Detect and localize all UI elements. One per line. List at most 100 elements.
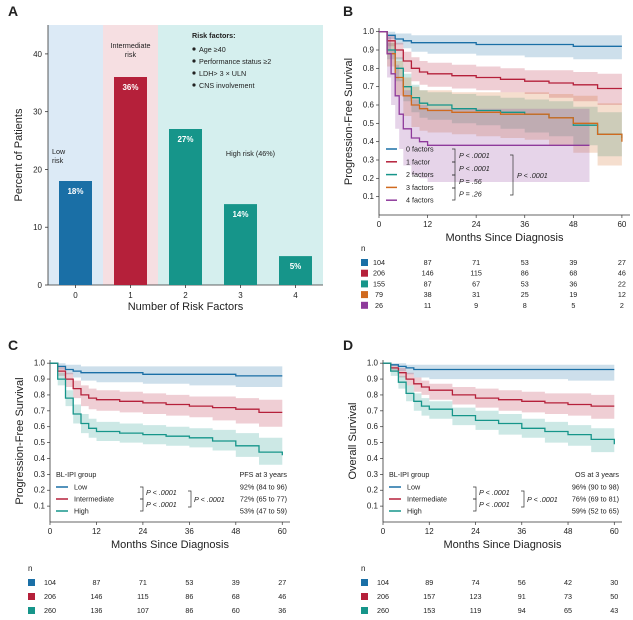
risk-table-cell: 119 — [470, 606, 481, 615]
risk-table-swatch — [361, 593, 368, 600]
risk-table-cell: 146 — [422, 269, 434, 278]
risk-table-cell: 115 — [470, 269, 481, 278]
risk-table-swatch — [28, 593, 35, 600]
legend-title: BL-IPI group — [389, 470, 429, 479]
y-tick-label: 0.7 — [34, 406, 46, 415]
bullet-dot — [192, 47, 196, 51]
y-tick-label: 1.0 — [363, 27, 375, 36]
risk-table-swatch — [361, 259, 368, 266]
pvalue-label: P < .0001 — [479, 500, 510, 509]
km-curve-0-factors — [379, 31, 622, 47]
low-risk-label: Low — [52, 147, 66, 156]
risk-table-cell: 123 — [470, 592, 482, 601]
km-curve-high — [50, 362, 283, 456]
risk-table-swatch — [28, 579, 35, 586]
ci-band-0-factors — [379, 31, 622, 60]
risk-table-cell: 91 — [518, 592, 526, 601]
risk-table-cell: 53 — [521, 258, 529, 267]
x-tick-label: 36 — [185, 527, 194, 536]
km-curve-intermediate — [50, 362, 283, 414]
bullet-dot — [192, 83, 196, 87]
risk-table-cell: 50 — [610, 592, 618, 601]
risk-table-cell: 5 — [571, 301, 575, 310]
risk-factor-item: Age ≥40 — [199, 45, 226, 54]
legend-label: 3 factors — [406, 183, 434, 192]
risk-table-cell: 87 — [92, 578, 100, 587]
x-tick-label: 60 — [278, 527, 287, 536]
y-tick-label: 1.0 — [34, 359, 46, 368]
x-tick-label: 3 — [238, 291, 243, 300]
risk-table-header: n — [361, 244, 365, 253]
y-tick-label: 0.6 — [367, 422, 379, 431]
risk-factor-item: CNS involvement — [199, 81, 255, 90]
risk-factor-item: Performance status ≥2 — [199, 57, 271, 66]
summary-value: 59% (52 to 65) — [572, 507, 619, 516]
y-tick-label: 0.4 — [367, 454, 379, 463]
panel-b: B 0.1 0.2 0.3 0.4 0.5 0.6 0.7 0.8 0.9 1.0 0 12 24 36 4… — [343, 3, 630, 310]
y-tick-label: 0.8 — [363, 64, 375, 73]
risk-table-cell: 25 — [521, 290, 529, 299]
risk-table-cell: 67 — [472, 279, 480, 288]
risk-table-cell: 9 — [474, 301, 478, 310]
low-risk-label: risk — [52, 156, 64, 165]
summary-header: PFS at 3 years — [239, 470, 287, 479]
risk-table-cell: 46 — [618, 269, 626, 278]
x-tick-label: 0 — [377, 220, 382, 229]
risk-table-cell: 26 — [375, 301, 383, 310]
bar-3 — [224, 204, 257, 285]
risk-table-cell: 74 — [472, 578, 480, 587]
ci-band-high — [383, 363, 615, 457]
risk-table-cell: 12 — [618, 290, 626, 299]
bullet-dot — [192, 71, 196, 75]
x-tick-label: 0 — [73, 291, 78, 300]
risk-table-cell: 60 — [232, 606, 240, 615]
risk-factor-item: LDH> 3 × ULN — [199, 69, 246, 78]
risk-table-cell: 42 — [564, 578, 572, 587]
x-tick-label: 48 — [564, 527, 573, 536]
risk-table-cell: 43 — [610, 606, 618, 615]
x-tick-label: 48 — [569, 220, 578, 229]
risk-table-cell: 71 — [139, 578, 147, 587]
ci-band-low — [50, 363, 283, 387]
risk-table-cell: 46 — [278, 592, 286, 601]
y-tick-label: 0.9 — [367, 375, 379, 384]
ci-band-high — [50, 363, 283, 470]
risk-table-cell: 22 — [618, 279, 626, 288]
risk-table-cell: 104 — [377, 578, 389, 587]
risk-table-cell: 36 — [278, 606, 286, 615]
risk-table-cell: 86 — [521, 269, 529, 278]
pvalue-label: P = .56 — [459, 177, 482, 186]
risk-table-cell: 260 — [44, 606, 56, 615]
km-curve-3-factors — [379, 31, 623, 142]
risk-table-swatch — [361, 291, 368, 299]
risk-factors-title: Risk factors: — [192, 31, 236, 40]
y-tick-label: 0.7 — [367, 406, 379, 415]
x-tick-label: 12 — [423, 220, 432, 229]
bar-value-label: 36% — [122, 83, 138, 92]
y-tick-label: 0.2 — [367, 486, 379, 495]
risk-table-cell: 65 — [564, 606, 572, 615]
risk-table-cell: 115 — [137, 592, 148, 601]
legend-label: 1 factor — [406, 157, 431, 166]
risk-table-header: n — [361, 564, 365, 573]
risk-table-cell: 87 — [424, 279, 432, 288]
risk-table-cell: 31 — [472, 290, 480, 299]
x-tick-label: 0 — [381, 527, 386, 536]
risk-table-cell: 8 — [523, 301, 527, 310]
risk-table-cell: 39 — [232, 578, 240, 587]
y-tick-label: 0.8 — [34, 390, 46, 399]
summary-value: 96% (90 to 98) — [572, 483, 619, 492]
y-tick-label: 0.1 — [363, 192, 375, 201]
pvalue-label: P < .0001 — [146, 500, 177, 509]
legend-title: BL-IPI group — [56, 470, 96, 479]
panel-a: A 0 10 20 30 40 18% 0 36% 1 27% 2 14% 3 5% 4 Number of … — [8, 3, 323, 313]
x-tick-label: 36 — [517, 527, 526, 536]
summary-value: 92% (84 to 96) — [240, 483, 287, 492]
bar-value-label: 18% — [67, 187, 83, 196]
y-tick-label: 0.5 — [34, 438, 46, 447]
pvalue-label: P < .0001 — [459, 164, 490, 173]
pvalue-label: P < .0001 — [146, 488, 177, 497]
y-tick-label: 0 — [38, 281, 43, 290]
risk-table-cell: 94 — [518, 606, 526, 615]
summary-value: 53% (47 to 59) — [240, 507, 287, 516]
